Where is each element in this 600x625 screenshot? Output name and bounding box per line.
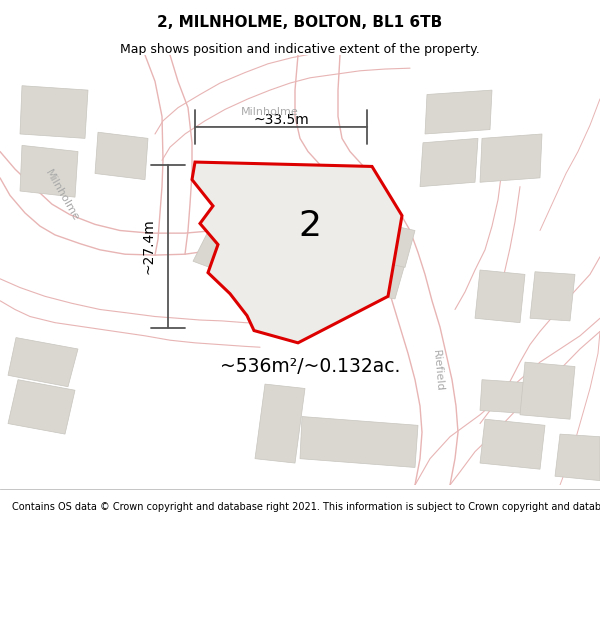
Text: Contains OS data © Crown copyright and database right 2021. This information is : Contains OS data © Crown copyright and d…: [12, 502, 600, 512]
Polygon shape: [420, 138, 478, 187]
Polygon shape: [222, 196, 278, 244]
Polygon shape: [20, 86, 88, 138]
Polygon shape: [365, 222, 415, 268]
Polygon shape: [20, 146, 78, 197]
Polygon shape: [555, 434, 600, 481]
Polygon shape: [8, 380, 75, 434]
Polygon shape: [295, 259, 355, 305]
Polygon shape: [480, 134, 542, 182]
Text: Milnholme: Milnholme: [43, 168, 81, 223]
Text: Map shows position and indicative extent of the property.: Map shows position and indicative extent…: [120, 43, 480, 56]
Polygon shape: [475, 270, 525, 322]
Text: Milnholme: Milnholme: [241, 107, 299, 117]
Polygon shape: [480, 380, 548, 415]
Text: 2: 2: [299, 209, 322, 243]
Polygon shape: [300, 416, 418, 468]
Polygon shape: [530, 272, 575, 321]
Polygon shape: [255, 384, 305, 463]
Polygon shape: [95, 132, 148, 179]
Text: Riefield: Riefield: [352, 165, 368, 208]
Polygon shape: [480, 419, 545, 469]
Polygon shape: [0, 151, 240, 255]
Polygon shape: [8, 338, 78, 387]
Text: Riefield: Riefield: [431, 349, 445, 392]
Text: ~27.4m: ~27.4m: [142, 218, 156, 274]
Polygon shape: [425, 90, 492, 134]
Polygon shape: [355, 257, 405, 299]
Text: ~33.5m: ~33.5m: [253, 113, 309, 127]
Polygon shape: [145, 55, 192, 255]
Polygon shape: [193, 222, 260, 279]
Polygon shape: [0, 55, 163, 233]
Text: ~536m²/~0.132ac.: ~536m²/~0.132ac.: [220, 357, 400, 376]
Polygon shape: [310, 224, 370, 272]
Text: 2, MILNHOLME, BOLTON, BL1 6TB: 2, MILNHOLME, BOLTON, BL1 6TB: [157, 16, 443, 31]
Polygon shape: [192, 162, 402, 343]
Polygon shape: [295, 55, 458, 485]
Polygon shape: [520, 362, 575, 419]
